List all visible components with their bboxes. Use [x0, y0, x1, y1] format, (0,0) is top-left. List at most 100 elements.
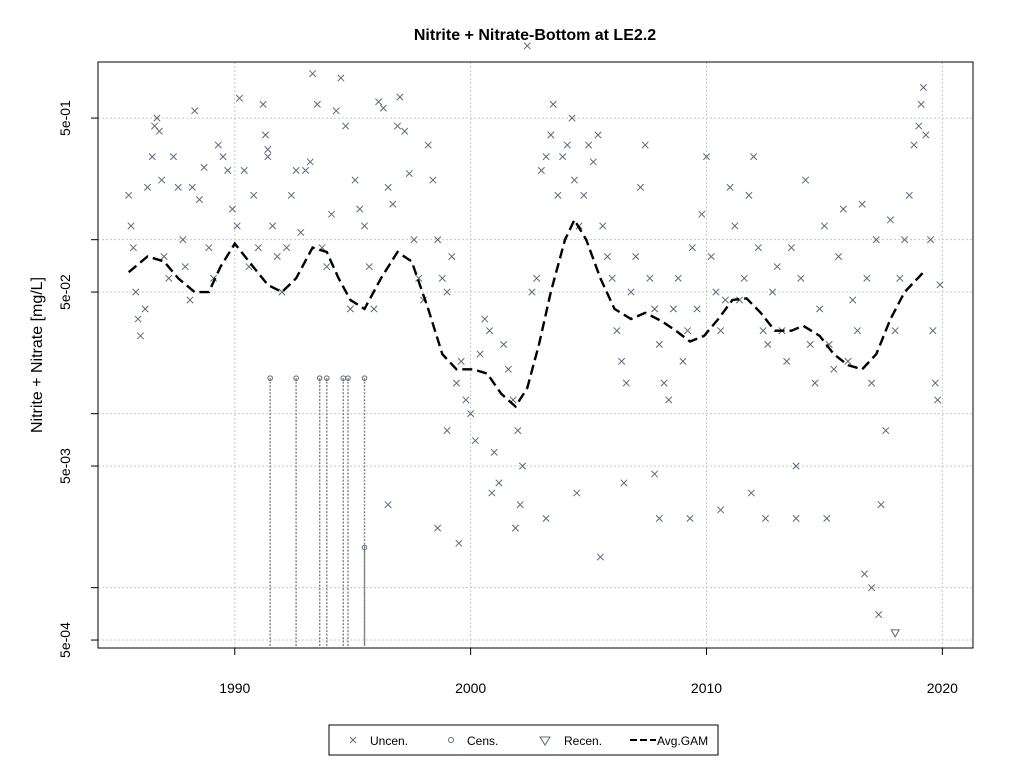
data-point-uncensored: [301, 166, 310, 174]
data-point-uncensored: [259, 100, 267, 108]
data-point-uncensored: [148, 153, 156, 161]
data-point-uncensored: [389, 200, 397, 208]
legend: Uncen. Cens. Recen. Avg.GAM: [328, 724, 719, 756]
data-point-uncensored: [375, 98, 383, 106]
data-point-uncensored: [618, 357, 626, 365]
x-tick-label: 2020: [927, 680, 958, 696]
data-point-uncensored: [384, 501, 392, 509]
data-point-uncensored: [384, 183, 392, 191]
data-point-uncensored: [830, 365, 838, 373]
data-point-uncensored: [608, 274, 616, 282]
data-point-uncensored: [816, 305, 824, 313]
data-point-uncensored: [603, 252, 611, 261]
data-point-uncensored: [686, 514, 694, 522]
data-point-uncensored: [533, 274, 541, 282]
data-point-uncensored: [655, 514, 663, 522]
data-point-censored: [293, 375, 299, 381]
data-point-uncensored: [518, 462, 527, 470]
data-point-uncensored: [573, 489, 581, 497]
data-point-uncensored: [337, 74, 345, 82]
data-point-uncensored: [169, 153, 178, 161]
data-point-uncensored: [792, 462, 800, 470]
data-point-uncensored: [219, 153, 227, 161]
data-point-uncensored: [934, 396, 942, 404]
data-point-uncensored: [839, 205, 847, 213]
data-point-uncensored: [342, 122, 350, 130]
data-point-uncensored: [570, 176, 578, 184]
data-point-uncensored: [476, 350, 484, 358]
data-point-uncensored: [542, 153, 550, 161]
recensored-points: [890, 629, 901, 638]
data-point-uncensored: [632, 252, 640, 261]
data-point-uncensored: [528, 288, 536, 296]
data-point-uncensored: [471, 437, 479, 445]
data-point-uncensored: [891, 327, 899, 335]
data-point-uncensored: [596, 553, 604, 561]
data-point-uncensored: [860, 570, 869, 578]
data-point-uncensored: [306, 158, 314, 166]
data-point-uncensored: [297, 228, 305, 237]
data-point-uncensored: [158, 176, 166, 184]
data-point-uncensored: [901, 236, 909, 244]
data-point-censored: [316, 375, 323, 381]
data-point-uncensored: [636, 183, 645, 191]
data-point-uncensored: [191, 107, 199, 115]
data-point-uncensored: [613, 327, 621, 335]
data-point-uncensored: [155, 127, 163, 135]
data-point-uncensored: [549, 100, 557, 108]
data-point-uncensored: [599, 222, 607, 230]
data-point-uncensored: [542, 514, 550, 522]
data-point-uncensored: [917, 100, 925, 108]
data-point-uncensored: [568, 114, 576, 122]
data-point-uncensored: [174, 183, 182, 191]
data-point-uncensored: [768, 288, 777, 296]
data-point-uncensored: [559, 153, 567, 161]
data-point-uncensored: [622, 379, 630, 387]
data-point-uncensored: [443, 426, 451, 435]
data-point-uncensored: [717, 506, 725, 514]
data-point-uncensored: [905, 191, 913, 199]
data-point-uncensored: [514, 426, 522, 435]
data-point-uncensored: [712, 288, 720, 296]
data-point-uncensored: [481, 315, 489, 323]
data-point-uncensored: [698, 210, 706, 218]
data-point-uncensored: [360, 222, 369, 230]
data-point-uncensored: [365, 263, 373, 271]
data-point-uncensored: [537, 166, 545, 174]
data-point-uncensored: [292, 166, 300, 174]
data-point-censored: [361, 375, 368, 381]
data-point-uncensored: [485, 327, 494, 335]
data-point-uncensored: [401, 127, 409, 135]
data-point-uncensored: [915, 122, 923, 130]
data-point-uncensored: [651, 305, 659, 313]
x-tick-label: 1990: [219, 680, 250, 696]
data-point-uncensored: [205, 244, 213, 252]
data-point-uncensored: [254, 244, 262, 252]
data-point-uncensored: [877, 501, 885, 509]
data-point-uncensored: [589, 158, 597, 166]
data-point-uncensored: [129, 244, 137, 252]
data-point-uncensored: [143, 183, 152, 191]
data-point-uncensored: [261, 131, 270, 139]
data-point-uncensored: [393, 122, 402, 130]
data-point-uncensored: [210, 274, 218, 282]
data-point-uncensored: [853, 327, 861, 335]
legend-down-triangle-icon: [539, 736, 551, 746]
data-point-uncensored: [792, 514, 800, 522]
data-point-uncensored: [823, 514, 831, 522]
data-point-uncensored: [410, 236, 418, 244]
data-point-uncensored: [438, 274, 446, 282]
data-point-uncensored: [693, 305, 701, 313]
data-point-uncensored: [448, 252, 456, 261]
data-point-uncensored: [136, 332, 145, 340]
data-point-uncensored: [858, 200, 866, 208]
x-axis: 1990 2000 2010 2020: [219, 648, 958, 696]
chart-title: Nitrite + Nitrate-Bottom at LE2.2: [414, 27, 656, 44]
data-point-uncensored: [511, 524, 520, 532]
data-point-uncensored: [264, 145, 272, 154]
legend-circle-icon: [448, 737, 454, 743]
data-point-uncensored: [717, 327, 725, 335]
data-point-uncensored: [868, 584, 876, 592]
data-point-uncensored: [181, 263, 189, 271]
data-point-uncensored: [922, 131, 930, 139]
